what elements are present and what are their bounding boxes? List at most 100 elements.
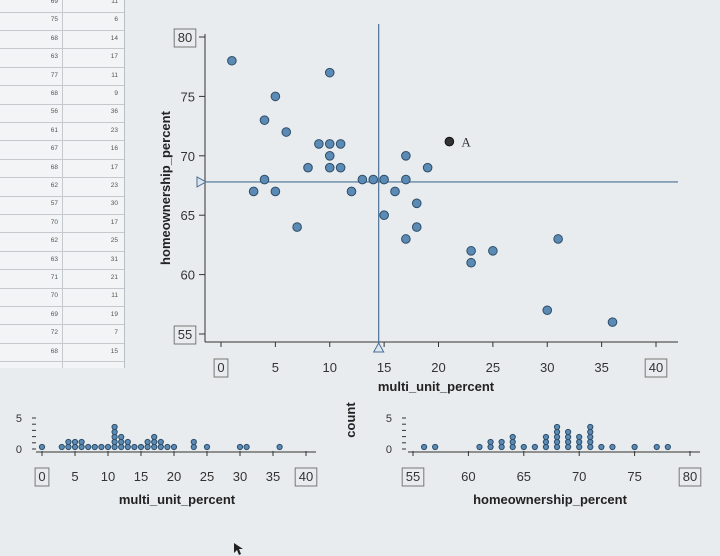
table-row[interactable]: 77 11 [0, 70, 124, 87]
dotplot2-dot [553, 423, 561, 431]
table-row[interactable]: 68 14 [0, 33, 124, 50]
scatter-point [466, 246, 476, 256]
table-row[interactable]: 62 23 [0, 180, 124, 197]
dotplot2-dot [598, 443, 605, 451]
table-cell: 62 [50, 182, 58, 189]
scatter-point [292, 222, 302, 232]
dotplot1-dot [111, 433, 118, 441]
table-cell: 71 [50, 274, 58, 281]
table-row[interactable]: 75 6 [0, 14, 124, 31]
table-cell: 17 [110, 218, 118, 226]
dotplot1-dot [98, 443, 105, 451]
scatter-point [401, 151, 411, 161]
column-divider [62, 0, 63, 368]
scatter-point [357, 174, 368, 185]
dotplot2-dot [553, 428, 561, 436]
table-cell: 77 [50, 71, 58, 79]
table-row[interactable]: 63 31 [0, 254, 124, 271]
scatter-point [422, 162, 433, 173]
dotplot1-dot [151, 443, 158, 451]
table-row[interactable]: 62 25 [0, 235, 124, 252]
scatter-x-tick-label: 10 [323, 360, 337, 375]
table-row[interactable]: 68 17 [0, 162, 124, 179]
table-cell: 57 [50, 200, 58, 208]
dotplot1-dot [144, 438, 151, 446]
table-cell: 63 [50, 53, 58, 61]
dotplot1-x-tick-label: 20 [167, 469, 181, 484]
dotplot2-xlabel: homeownership_percent [473, 492, 628, 507]
table-row[interactable]: 57 30 [0, 198, 124, 215]
dotplot2-dot [553, 438, 561, 446]
dotplot1-dot [58, 443, 65, 451]
dotplot2-dot [498, 438, 505, 446]
dotplot1-x-tick-label: 15 [134, 469, 148, 484]
table-row[interactable]: 70 11 [0, 290, 124, 307]
dotplot1-x-tick-label: 10 [101, 469, 115, 484]
scatter-point [324, 139, 335, 149]
scatter-point [368, 174, 379, 185]
y-ref-handle-icon [196, 176, 208, 188]
dotplot2-dot [565, 433, 572, 441]
scatter-point [324, 67, 335, 78]
scatter-point [553, 234, 563, 244]
table-cell: 75 [50, 16, 58, 24]
scatter-x-tick-label: 25 [486, 360, 500, 375]
scatter-point [227, 55, 237, 66]
dotplot1-dot [71, 443, 79, 451]
table-cell: 68 [50, 34, 58, 42]
table-row[interactable]: 68 9 [0, 88, 124, 105]
dotplot2-dot [420, 443, 428, 451]
table-row[interactable]: 72 7 [0, 327, 124, 344]
table-cell: 7 [114, 329, 118, 337]
scatter-y-tick-label: 65 [181, 208, 195, 223]
dotplot1-x-tick-label: 40 [299, 469, 313, 484]
dotplot1-x-tick-label-box [294, 467, 318, 487]
dotplot1-dot [111, 428, 118, 436]
dotplot2-y-tick-label: 5 [386, 413, 392, 425]
table-row[interactable]: 56 36 [0, 106, 124, 123]
scatter-point [259, 174, 270, 185]
table-row[interactable]: 71 21 [0, 272, 124, 289]
dotplot2-dot [587, 423, 594, 431]
table-cell: 68 [50, 163, 58, 171]
dotplot1-dot [38, 443, 46, 451]
data-table: 69 11 75 6 68 14 63 17 77 11 68 9 56 36 61 23 67 16 68 17 62… [0, 0, 125, 368]
table-row[interactable]: 69 11 [0, 0, 124, 13]
dotplot2-x-tick-label: 80 [683, 469, 697, 484]
dotplot2-dot [476, 443, 483, 451]
dotplot1-dot [144, 443, 151, 451]
table-cell: 21 [110, 274, 118, 281]
table-cell: 17 [110, 53, 118, 61]
dotplot2-dot [576, 443, 583, 451]
dotplot1-x-tick-label: 5 [71, 469, 78, 484]
table-row[interactable]: 61 23 [0, 125, 124, 142]
scatter-point [488, 246, 498, 256]
table-row[interactable]: 67 16 [0, 143, 124, 160]
scatter-y-tick-label-box [173, 325, 197, 345]
table-row[interactable]: 63 17 [0, 51, 124, 68]
dotplot1-dot [118, 443, 125, 451]
table-cell: 11 [111, 71, 118, 79]
dotplot1-dot [91, 443, 98, 451]
table-row[interactable]: 69 19 [0, 309, 124, 326]
dotplot2-dot [498, 443, 505, 451]
dotplot2-dot [653, 443, 660, 451]
table-cell: 70 [50, 218, 58, 226]
table-row[interactable]: 70 17 [0, 217, 124, 234]
table-cell: 72 [50, 329, 58, 337]
scatter-y-tick-label: 55 [178, 327, 192, 342]
dotplot1-dot [124, 438, 131, 446]
dotplot1-dot [124, 443, 131, 451]
dotplot2-x-tick-label: 65 [517, 469, 531, 484]
dotplot2-x-tick-label: 75 [627, 469, 641, 484]
dotplot1-dot [104, 443, 112, 451]
scatter-point [346, 186, 357, 197]
scatter-x-tick-label: 30 [540, 360, 554, 375]
table-cell: 25 [110, 237, 118, 245]
dotplot2-dot [587, 433, 594, 441]
dotplot1-dot [190, 443, 197, 451]
scatter-point [270, 186, 281, 197]
dotplot2-dot [609, 443, 616, 451]
dotplot1-dot [164, 443, 171, 451]
table-row[interactable]: 68 15 [0, 346, 124, 363]
